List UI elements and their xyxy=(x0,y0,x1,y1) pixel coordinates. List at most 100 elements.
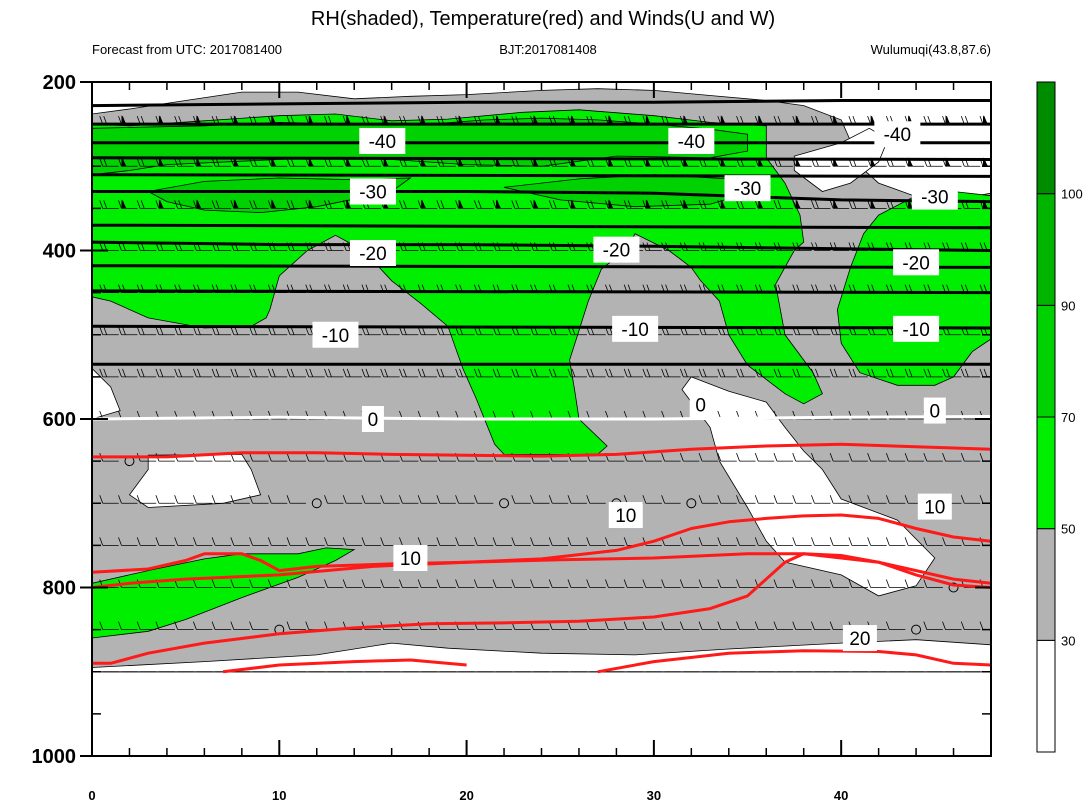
wind-barb xyxy=(792,495,812,504)
wind-barb xyxy=(773,537,793,546)
wind-barb xyxy=(642,579,662,588)
wind-barb xyxy=(99,368,119,378)
wind-barb xyxy=(193,495,213,504)
wind-barb xyxy=(511,579,531,588)
isotherm--10 xyxy=(92,289,991,295)
wind-barb xyxy=(267,452,288,462)
wind-barb xyxy=(211,200,232,209)
wind-barb xyxy=(848,495,868,504)
wind-barb xyxy=(567,495,587,504)
temperature-isotherms xyxy=(92,99,991,674)
wind-barb xyxy=(174,368,194,378)
wind-barb xyxy=(249,537,269,546)
contour-label: -30 xyxy=(911,183,958,210)
wind-barb xyxy=(623,200,644,209)
wind-barb xyxy=(829,579,850,588)
wind-barb xyxy=(211,579,232,588)
contour-label: 0 xyxy=(361,406,384,432)
wind-barb xyxy=(267,537,288,546)
wind-barb xyxy=(249,368,269,378)
wind-barb xyxy=(99,495,119,504)
isotherm--20 xyxy=(92,264,991,269)
wind-barb xyxy=(118,495,138,504)
bjt-label: BJT:2017081408 xyxy=(499,42,597,57)
contour-label: 0 xyxy=(689,391,712,418)
wind-barb xyxy=(99,537,119,546)
wind-barb xyxy=(717,452,737,462)
wind-barb xyxy=(118,368,138,378)
wind-barb xyxy=(342,495,363,504)
wind-barb xyxy=(960,452,981,462)
wind-barb xyxy=(492,537,513,546)
wind-barb xyxy=(792,368,812,378)
wind-barb xyxy=(792,579,812,588)
wind-barb xyxy=(249,621,269,631)
colorbar-tick-label: 100 xyxy=(1061,187,1083,202)
wind-barb xyxy=(286,200,307,209)
wind-barb xyxy=(586,621,606,631)
wind-barb xyxy=(661,368,681,378)
svg-text:-30: -30 xyxy=(734,179,761,200)
wind-barb xyxy=(792,452,812,462)
svg-text:20: 20 xyxy=(849,629,870,650)
svg-text:-40: -40 xyxy=(369,132,396,153)
wind-barb xyxy=(530,368,550,378)
wind-barb xyxy=(717,579,737,588)
wind-barb xyxy=(736,368,756,378)
wind-barb xyxy=(324,495,344,504)
wind-barb xyxy=(642,621,662,631)
wind-barb xyxy=(286,452,307,462)
wind-barb xyxy=(286,495,307,504)
svg-text:0: 0 xyxy=(930,402,941,423)
calm-wind-marker xyxy=(311,498,322,509)
wind-barb xyxy=(717,199,737,209)
wind-barb xyxy=(717,368,737,378)
wind-barb xyxy=(811,579,831,588)
wind-barb xyxy=(661,452,681,462)
wind-barb xyxy=(155,157,175,167)
wind-barb xyxy=(473,579,494,588)
wind-barb xyxy=(642,452,662,462)
wind-barb xyxy=(736,579,756,588)
isotherm-20 xyxy=(597,649,991,674)
wind-barb xyxy=(623,368,644,378)
wind-barb xyxy=(455,199,475,209)
wind-barb xyxy=(136,495,157,504)
wind-barb xyxy=(324,368,344,378)
wind-barb xyxy=(586,537,606,546)
forecast-label: Forecast from UTC: 2017081400 xyxy=(92,42,282,57)
wind-barb xyxy=(717,621,737,631)
colorbar-tick-label: 30 xyxy=(1061,633,1075,648)
svg-text:-10: -10 xyxy=(621,320,648,341)
wind-barb xyxy=(867,368,887,378)
wind-barb xyxy=(230,579,250,588)
wind-barb xyxy=(586,579,606,588)
wind-barb xyxy=(679,621,700,631)
y-tick-label: 1000 xyxy=(32,746,77,768)
plot-area: -40 -40 -40 -30 -30 -30 -20 -20 -20 -10 -10 -10 0 0 0 1… xyxy=(91,81,992,757)
wind-barb xyxy=(548,537,569,546)
wind-barb xyxy=(193,368,213,378)
x-tick-label: 10 xyxy=(272,788,286,803)
wind-barb xyxy=(436,537,456,546)
station-label: Wulumuqi(43.8,87.6) xyxy=(871,42,991,57)
wind-barb xyxy=(455,537,475,546)
wind-barb xyxy=(455,368,475,378)
wind-barb xyxy=(754,621,775,631)
wind-barb xyxy=(773,452,793,462)
wind-barb xyxy=(267,495,288,504)
wind-barb xyxy=(942,537,962,546)
colorbar-tick-label: 90 xyxy=(1061,298,1075,313)
wind-barb xyxy=(548,579,569,588)
wind-barb xyxy=(885,452,906,462)
wind-barb xyxy=(136,158,157,167)
wind-barb xyxy=(736,537,756,546)
svg-text:-10: -10 xyxy=(902,320,929,341)
colorbar-swatch xyxy=(1036,193,1056,306)
wind-barb xyxy=(530,199,550,209)
wind-barb xyxy=(698,368,719,378)
x-tick-label: 30 xyxy=(647,788,661,803)
wind-barb xyxy=(736,200,756,209)
wind-barb xyxy=(193,579,213,588)
